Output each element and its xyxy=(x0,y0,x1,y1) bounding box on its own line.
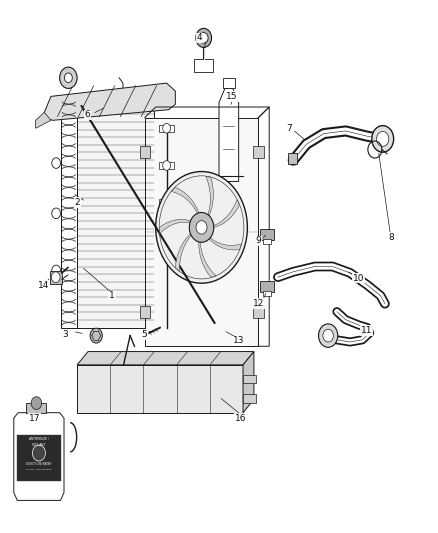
Circle shape xyxy=(196,28,212,47)
Bar xyxy=(140,305,150,318)
Bar xyxy=(140,146,150,158)
Circle shape xyxy=(162,198,170,207)
Text: 13: 13 xyxy=(233,336,244,345)
Bar xyxy=(194,59,213,72)
Polygon shape xyxy=(175,234,191,271)
Text: 5 YEAR / 150,000 MILE: 5 YEAR / 150,000 MILE xyxy=(26,468,52,470)
Bar xyxy=(223,78,235,88)
Text: 14: 14 xyxy=(38,280,49,289)
Text: 1: 1 xyxy=(109,291,115,300)
Bar xyxy=(159,236,174,244)
Polygon shape xyxy=(77,352,254,365)
Polygon shape xyxy=(171,187,199,213)
Bar xyxy=(49,271,62,284)
Text: COOLANT: COOLANT xyxy=(32,443,46,447)
Text: ANTIFREEZE /: ANTIFREEZE / xyxy=(29,437,49,441)
Circle shape xyxy=(90,328,102,343)
Polygon shape xyxy=(14,413,64,500)
Circle shape xyxy=(162,161,170,170)
Text: 10: 10 xyxy=(353,273,364,282)
Bar xyxy=(261,229,274,240)
Circle shape xyxy=(323,329,333,342)
Polygon shape xyxy=(159,220,191,233)
Circle shape xyxy=(52,208,60,219)
Circle shape xyxy=(196,221,207,234)
Circle shape xyxy=(377,132,389,147)
Circle shape xyxy=(52,265,60,276)
Circle shape xyxy=(31,397,42,409)
Bar xyxy=(263,291,272,296)
Text: 16: 16 xyxy=(235,414,247,423)
Bar xyxy=(253,305,264,318)
Bar xyxy=(17,435,60,481)
Polygon shape xyxy=(219,88,239,181)
Circle shape xyxy=(64,73,72,83)
Bar xyxy=(253,146,264,158)
Bar xyxy=(159,199,174,206)
Circle shape xyxy=(199,33,208,43)
Bar xyxy=(60,99,77,328)
Polygon shape xyxy=(199,242,216,277)
Bar xyxy=(159,162,174,169)
Circle shape xyxy=(155,172,247,283)
Text: 5: 5 xyxy=(141,330,147,339)
Bar xyxy=(243,394,256,402)
Polygon shape xyxy=(145,118,258,346)
Circle shape xyxy=(162,235,170,245)
Bar xyxy=(243,375,256,383)
Circle shape xyxy=(372,126,394,152)
Circle shape xyxy=(51,272,60,282)
Text: 12: 12 xyxy=(253,299,264,308)
Text: 17: 17 xyxy=(29,414,40,423)
Text: 7: 7 xyxy=(286,124,292,133)
Circle shape xyxy=(189,213,214,243)
Polygon shape xyxy=(77,365,243,413)
Bar xyxy=(261,281,274,292)
Bar xyxy=(159,125,174,132)
Polygon shape xyxy=(206,176,213,216)
Polygon shape xyxy=(243,352,254,413)
Circle shape xyxy=(32,445,46,461)
Bar xyxy=(77,99,153,328)
Text: DO NOT USE WATER: DO NOT USE WATER xyxy=(26,462,52,465)
Circle shape xyxy=(318,324,338,348)
Polygon shape xyxy=(209,238,241,250)
Circle shape xyxy=(162,124,170,133)
Polygon shape xyxy=(214,200,240,228)
Polygon shape xyxy=(44,83,175,120)
Text: 11: 11 xyxy=(361,326,372,335)
Text: 8: 8 xyxy=(389,233,394,242)
Text: 15: 15 xyxy=(226,92,238,101)
Circle shape xyxy=(52,158,60,168)
Text: 4: 4 xyxy=(197,34,202,43)
Polygon shape xyxy=(35,112,51,128)
Circle shape xyxy=(60,67,77,88)
Text: 6: 6 xyxy=(84,110,90,119)
Bar xyxy=(263,239,272,244)
Text: 9: 9 xyxy=(255,237,261,246)
Bar xyxy=(288,153,297,165)
Bar xyxy=(26,403,46,413)
Text: 3: 3 xyxy=(63,330,68,339)
Text: 2: 2 xyxy=(74,198,80,207)
